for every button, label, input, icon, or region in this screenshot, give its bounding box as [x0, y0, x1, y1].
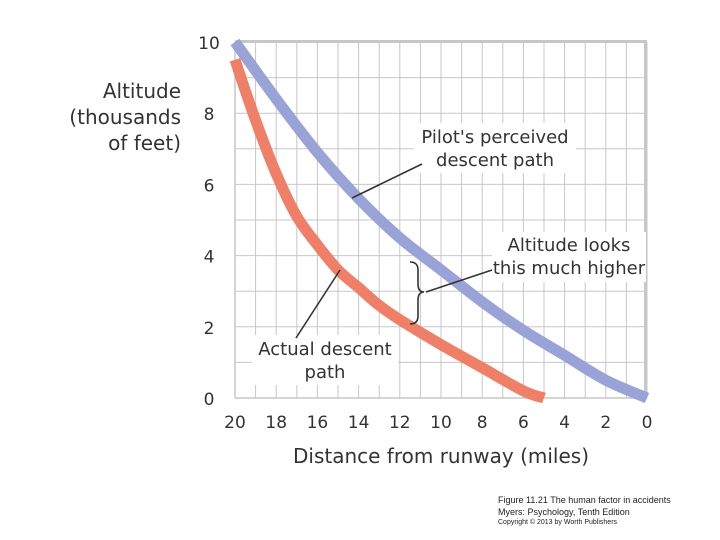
x-tick-label: 0 — [642, 413, 653, 433]
plot-frame-right — [644, 42, 647, 398]
annotation-actual-line-2: path — [305, 362, 346, 383]
book-title: Myers: Psychology, Tenth Edition — [498, 507, 630, 517]
actual-descent-path-line — [229, 58, 546, 404]
figure-caption: Figure 11.21 The human factor in acciden… — [498, 495, 671, 505]
annotation-actual-line-1: Actual descent — [258, 339, 391, 360]
x-tick-label: 18 — [265, 413, 287, 433]
x-tick-label: 4 — [559, 413, 570, 433]
copyright-notice: Copyright © 2013 by Worth Publishers — [498, 519, 618, 526]
y-axis-label-line-3: of feet) — [108, 131, 181, 155]
perceived-descent-path-line — [230, 38, 650, 404]
annotation-perceived-line-1: Pilot's perceived — [421, 127, 568, 148]
annotation-higher-line-1: Altitude looks — [508, 235, 631, 256]
x-axis-label: Distance from runway (miles) — [293, 444, 589, 468]
x-tick-label: 12 — [389, 413, 411, 433]
y-tick-label: 0 — [204, 390, 215, 410]
annotation-higher-background — [492, 232, 646, 282]
y-axis-label-line-1: Altitude — [103, 79, 181, 103]
series-layer — [229, 38, 650, 404]
annotation-perceived-background — [414, 123, 576, 173]
annotation-perceived: Pilot's perceived descent path — [414, 123, 576, 173]
altitude-difference-brace — [409, 261, 425, 325]
annotation-higher-pointer — [425, 269, 493, 293]
x-tick-label: 8 — [477, 413, 488, 433]
annotation-actual-pointer — [295, 269, 341, 339]
annotation-perceived-pointer — [351, 163, 423, 199]
annotation-actual: Actual descent path — [252, 335, 398, 385]
annotation-higher: Altitude looks this much higher — [492, 232, 646, 282]
annotation-perceived-line-2: descent path — [436, 150, 554, 171]
y-tick-label: 6 — [204, 176, 215, 196]
x-tick-label: 2 — [600, 413, 611, 433]
x-tick-label: 6 — [518, 413, 529, 433]
x-tick-label: 20 — [224, 413, 246, 433]
x-tick-label: 16 — [307, 413, 329, 433]
y-tick-label: 8 — [204, 105, 215, 125]
y-tick-label: 4 — [204, 248, 215, 268]
y-tick-label: 10 — [198, 34, 220, 54]
y-axis-label-line-2: (thousands — [69, 105, 181, 129]
annotation-actual-background — [252, 335, 398, 385]
x-tick-label: 10 — [430, 413, 452, 433]
y-tick-label: 2 — [204, 319, 215, 339]
x-tick-label: 14 — [348, 413, 370, 433]
annotation-higher-line-2: this much higher — [493, 258, 646, 279]
plot-frame-top — [235, 40, 647, 43]
y-axis-label: Altitude (thousands of feet) — [69, 79, 181, 155]
